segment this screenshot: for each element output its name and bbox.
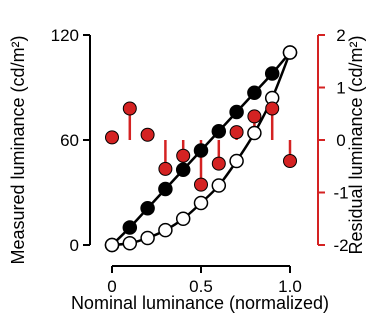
ticks: 0 0.5 1.0 0 60 120 -2 -1 0 1 2 xyxy=(51,26,349,296)
residual-point xyxy=(283,154,297,168)
open-point xyxy=(122,236,138,251)
open-point xyxy=(158,222,173,238)
filled-point xyxy=(140,201,155,216)
open-point xyxy=(229,153,244,169)
residual-point xyxy=(122,101,137,116)
open-point xyxy=(282,45,298,60)
y-right-tick-label: -2 xyxy=(333,236,348,255)
y-left-axis-label: Measured luminance (cd/m²) xyxy=(8,35,28,264)
residual-point xyxy=(265,101,280,116)
residual-point xyxy=(194,177,208,192)
open-point xyxy=(247,125,262,141)
open-point xyxy=(175,211,191,226)
residual-point xyxy=(158,161,173,176)
markers xyxy=(104,45,298,253)
residual-point xyxy=(211,156,226,171)
y-right-tick-label: 1 xyxy=(336,79,345,98)
residual-point xyxy=(176,148,191,163)
y-right-tick-label: 0 xyxy=(336,131,345,150)
y-left-tick-label: 0 xyxy=(70,236,79,255)
x-tick-label: 0.5 xyxy=(189,277,213,296)
filled-point xyxy=(264,66,280,81)
filled-point xyxy=(158,181,173,197)
filled-point xyxy=(122,220,138,235)
filled-point xyxy=(247,85,262,100)
x-axis-label: Nominal luminance (normalized) xyxy=(71,293,329,313)
residual-point xyxy=(247,109,262,124)
y-left-tick-label: 120 xyxy=(51,26,79,45)
filled-point xyxy=(229,104,244,120)
y-right-tick-label: 2 xyxy=(336,26,345,45)
x-tick-label: 0 xyxy=(107,277,116,296)
filled-point xyxy=(211,124,227,139)
open-point xyxy=(104,237,120,253)
residual-point xyxy=(105,130,119,145)
filled-point xyxy=(175,162,191,177)
open-point xyxy=(211,178,227,193)
residual-point xyxy=(229,125,244,140)
filled-point xyxy=(193,143,209,158)
residual-point xyxy=(140,127,155,142)
open-point xyxy=(140,230,155,246)
y-right-tick-label: -1 xyxy=(333,184,348,203)
open-point xyxy=(193,195,209,211)
y-left-tick-label: 60 xyxy=(60,131,79,150)
x-tick-label: 1.0 xyxy=(278,277,302,296)
y-right-axis-label: Residual luminance (cd/m²) xyxy=(346,35,366,254)
